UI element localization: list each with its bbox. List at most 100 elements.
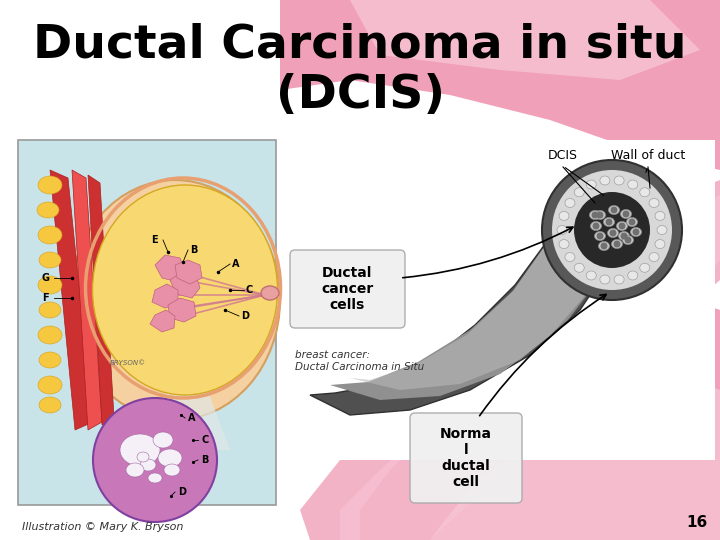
Circle shape <box>613 240 621 247</box>
Ellipse shape <box>631 227 642 237</box>
Ellipse shape <box>38 326 62 344</box>
Ellipse shape <box>39 302 61 318</box>
Circle shape <box>596 212 603 219</box>
Polygon shape <box>50 170 93 430</box>
Circle shape <box>623 211 629 218</box>
FancyBboxPatch shape <box>290 250 405 328</box>
Ellipse shape <box>614 176 624 185</box>
Polygon shape <box>155 370 230 450</box>
Ellipse shape <box>164 464 180 476</box>
Text: Illustration © Mary K. Bryson: Illustration © Mary K. Bryson <box>22 522 184 532</box>
Circle shape <box>592 212 598 219</box>
Ellipse shape <box>640 264 649 272</box>
Polygon shape <box>310 162 625 415</box>
Polygon shape <box>350 165 622 390</box>
FancyBboxPatch shape <box>18 140 276 505</box>
Ellipse shape <box>590 211 600 219</box>
Text: B: B <box>201 455 208 465</box>
Circle shape <box>632 228 639 235</box>
Ellipse shape <box>38 276 62 294</box>
Text: G: G <box>42 273 50 283</box>
Circle shape <box>552 170 672 290</box>
Polygon shape <box>360 290 720 540</box>
Polygon shape <box>152 284 178 308</box>
Ellipse shape <box>153 432 173 448</box>
Ellipse shape <box>565 253 575 261</box>
Ellipse shape <box>618 232 629 240</box>
Ellipse shape <box>616 221 628 231</box>
Ellipse shape <box>37 202 59 218</box>
Ellipse shape <box>621 210 631 219</box>
Ellipse shape <box>608 206 619 214</box>
Ellipse shape <box>39 352 61 368</box>
Ellipse shape <box>655 212 665 220</box>
Ellipse shape <box>586 180 596 189</box>
Text: F: F <box>42 293 49 303</box>
Polygon shape <box>340 195 720 540</box>
Ellipse shape <box>628 271 638 280</box>
Ellipse shape <box>126 463 144 477</box>
Circle shape <box>624 237 631 244</box>
Ellipse shape <box>595 211 606 219</box>
Text: B: B <box>190 245 197 255</box>
Circle shape <box>596 233 603 240</box>
Text: Wall of duct: Wall of duct <box>611 149 685 162</box>
Polygon shape <box>155 255 185 282</box>
Circle shape <box>574 192 650 268</box>
Ellipse shape <box>626 218 637 226</box>
Circle shape <box>542 160 682 300</box>
Ellipse shape <box>655 240 665 248</box>
Ellipse shape <box>38 226 62 244</box>
Ellipse shape <box>38 376 62 394</box>
Polygon shape <box>72 170 102 430</box>
Ellipse shape <box>603 218 614 226</box>
Ellipse shape <box>39 252 61 268</box>
Ellipse shape <box>614 275 624 284</box>
Ellipse shape <box>598 241 610 251</box>
Circle shape <box>621 233 628 240</box>
Text: C: C <box>201 435 208 445</box>
Text: (DCIS): (DCIS) <box>276 72 444 118</box>
Ellipse shape <box>575 188 584 197</box>
Polygon shape <box>175 260 202 284</box>
Ellipse shape <box>590 221 601 231</box>
Ellipse shape <box>559 212 569 220</box>
Text: breast cancer:
Ductal Carcinoma in Situ: breast cancer: Ductal Carcinoma in Situ <box>295 350 424 372</box>
Ellipse shape <box>586 271 596 280</box>
Ellipse shape <box>565 199 575 207</box>
Ellipse shape <box>559 240 569 248</box>
Ellipse shape <box>148 473 162 483</box>
Circle shape <box>606 219 613 226</box>
Ellipse shape <box>611 240 623 248</box>
Text: C: C <box>246 285 253 295</box>
Ellipse shape <box>640 188 649 197</box>
Text: D: D <box>241 311 249 321</box>
Circle shape <box>600 242 608 249</box>
Text: A: A <box>232 259 240 269</box>
Ellipse shape <box>649 199 659 207</box>
Ellipse shape <box>608 228 618 238</box>
Ellipse shape <box>657 226 667 234</box>
Text: DCIS: DCIS <box>548 149 578 162</box>
Circle shape <box>93 398 217 522</box>
Text: Norma
l
ductal
cell: Norma l ductal cell <box>440 427 492 489</box>
Ellipse shape <box>70 180 280 420</box>
Text: 16: 16 <box>687 515 708 530</box>
Ellipse shape <box>557 226 567 234</box>
Text: BRYSON©: BRYSON© <box>110 360 146 366</box>
Circle shape <box>610 230 616 237</box>
Text: Ductal
cancer
cells: Ductal cancer cells <box>321 266 373 312</box>
Ellipse shape <box>623 235 634 245</box>
Text: A: A <box>188 413 196 423</box>
Polygon shape <box>280 0 720 170</box>
Ellipse shape <box>595 232 606 240</box>
Text: D: D <box>178 487 186 497</box>
Ellipse shape <box>38 176 62 194</box>
Polygon shape <box>150 310 175 332</box>
Text: E: E <box>151 235 158 245</box>
Circle shape <box>629 219 636 226</box>
Ellipse shape <box>600 275 610 284</box>
FancyBboxPatch shape <box>280 140 715 460</box>
Ellipse shape <box>575 264 584 272</box>
Circle shape <box>618 222 626 230</box>
